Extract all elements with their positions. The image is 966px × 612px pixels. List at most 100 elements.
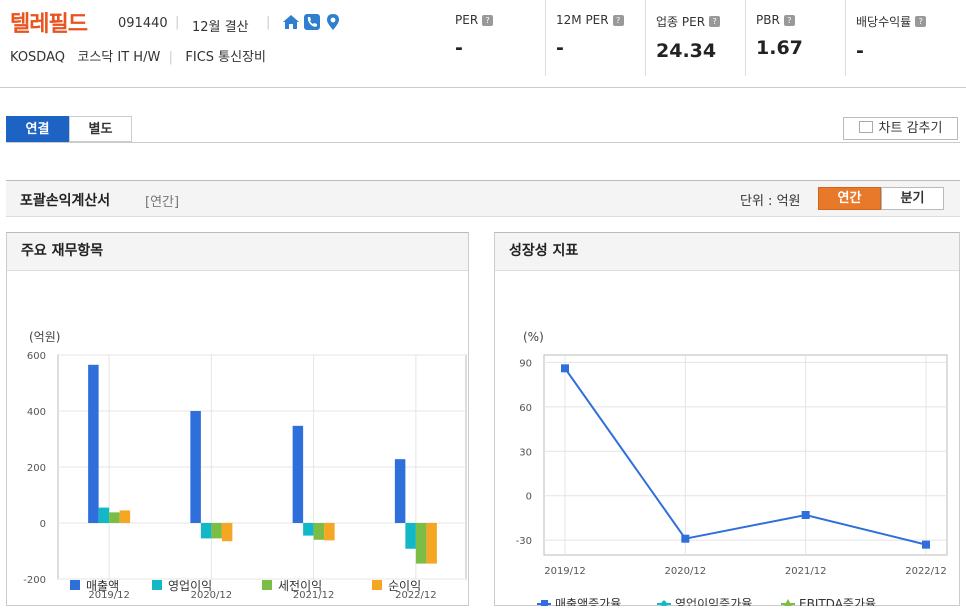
bar (119, 510, 131, 523)
y-axis-unit: (%) (523, 330, 544, 344)
location-pin-icon[interactable] (326, 14, 342, 30)
metric-value: 24.34 (656, 40, 717, 62)
y-axis-unit: (억원) (29, 330, 60, 344)
x-tick-label: 2020/12 (191, 590, 233, 601)
chart-toggle-icon (858, 121, 873, 133)
bar (405, 523, 416, 549)
legend-label: 순이익 (388, 579, 421, 593)
legend-label: 영업이익 (168, 579, 212, 593)
bar (190, 411, 201, 523)
x-tick-label: 2021/12 (785, 566, 827, 577)
metric-pbr: PBR? 1.67 (745, 0, 845, 76)
legend-label: 세전이익 (278, 579, 322, 593)
legend-marker (541, 600, 548, 607)
metric-per: PER? - (445, 0, 545, 76)
bar (200, 523, 212, 539)
bar (313, 523, 325, 540)
legend-label: 매출액증가율 (555, 597, 621, 606)
legend-swatch (372, 580, 382, 590)
statement-type-tabs: 연결 별도 (6, 116, 132, 142)
metric-value: - (856, 40, 864, 62)
y-tick-label: 200 (27, 463, 46, 474)
legend-swatch (152, 580, 162, 590)
x-tick-label: 2022/12 (905, 566, 947, 577)
section-header (6, 180, 960, 217)
x-tick-label: 2020/12 (665, 566, 707, 577)
metric-12m-per: 12M PER? - (545, 0, 645, 76)
legend-marker (660, 600, 668, 608)
bar (221, 523, 233, 542)
company-name: 텔레필드 (10, 12, 88, 37)
data-point (681, 534, 690, 543)
annual-button[interactable]: 연간 (818, 187, 881, 210)
divider: | (266, 15, 271, 30)
home-icon[interactable] (282, 14, 299, 30)
bar (98, 507, 110, 523)
hide-chart-button[interactable]: 차트 감추기 (843, 117, 958, 140)
legend-marker (783, 599, 793, 608)
metric-label: 업종 PER (656, 15, 706, 29)
y-tick-label: -200 (23, 575, 46, 586)
y-tick-label: 30 (519, 447, 532, 458)
x-tick-label: 2021/12 (293, 590, 335, 601)
financial-items-panel: 주요 재무항목 (억원) -200 0 200 400 600 2019/12 2020/12… (6, 232, 469, 606)
metric-value: 1.67 (756, 37, 803, 59)
metric-value: - (455, 37, 463, 59)
x-tick-label: 2019/12 (88, 590, 130, 601)
series-line (564, 367, 927, 546)
section-title: 포괄손익계산서 (20, 193, 111, 209)
metric-industry-per: 업종 PER? 24.34 (645, 0, 745, 76)
x-tick-label: 2022/12 (395, 590, 437, 601)
bar (394, 459, 406, 523)
bar (426, 523, 437, 564)
growth-indicators-chart: (%) -30 0 30 60 90 2019/12 2020/12 2021/12 2022/1… (516, 330, 948, 611)
y-tick-label: 400 (27, 407, 46, 418)
metric-label: PER (455, 13, 479, 27)
y-tick-label: 600 (27, 351, 46, 362)
plot-area (543, 354, 948, 556)
section-subtitle: [연간] (145, 195, 180, 210)
metric-dividend-yield: 배당수익률? - (845, 0, 945, 76)
help-icon[interactable]: ? (482, 14, 494, 26)
panel-title: 성장성 지표 (495, 233, 959, 271)
phone-icon[interactable] (304, 14, 320, 30)
tab-separate[interactable]: 별도 (69, 116, 132, 142)
bar (415, 523, 427, 564)
stock-code: 091440 (118, 16, 168, 31)
help-icon[interactable]: ? (612, 14, 624, 26)
legend-label: 영업이익증가율 (675, 597, 752, 606)
market-info: KOSDAQ 코스닥 IT H/W | FICS 통신장비 (10, 50, 267, 65)
y-tick-label: 0 (526, 492, 532, 503)
metric-value: - (556, 37, 564, 59)
period-toggle: 연간 분기 (818, 187, 944, 210)
bar (292, 425, 304, 523)
bar (88, 364, 99, 523)
bar (109, 512, 120, 523)
data-point (561, 364, 569, 373)
divider: | (175, 15, 180, 30)
y-tick-label: 0 (40, 519, 46, 530)
y-tick-label: 60 (519, 403, 532, 414)
market-label: KOSDAQ (10, 50, 65, 65)
hide-chart-label: 차트 감추기 (878, 121, 943, 136)
y-tick-label: -30 (516, 536, 532, 547)
fics-label: FICS 통신장비 (185, 50, 267, 65)
data-point (801, 511, 810, 519)
tab-underline (6, 142, 960, 143)
growth-indicators-panel: 성장성 지표 (%) -30 0 30 60 90 2019/12 2020/12 2021/1… (494, 232, 960, 611)
legend-label: 매출액 (86, 579, 119, 593)
legend-swatch (262, 580, 272, 590)
help-icon[interactable]: ? (783, 14, 795, 26)
bar (324, 523, 335, 541)
industry-label: 코스닥 IT H/W (77, 50, 161, 65)
x-tick-label: 2019/12 (544, 566, 586, 577)
settlement-month: 12월 결산 (192, 20, 249, 35)
tab-consolidated[interactable]: 연결 (6, 116, 69, 142)
quarterly-button[interactable]: 분기 (881, 187, 944, 210)
help-icon[interactable]: ? (915, 16, 927, 27)
legend-label: EBITDA증가율 (799, 597, 876, 606)
metric-label: PBR (756, 13, 780, 27)
financial-items-chart: (억원) -200 0 200 400 600 2019/12 2020/12 2021/12 2… (23, 330, 467, 601)
y-tick-label: 90 (519, 358, 532, 369)
help-icon[interactable]: ? (709, 16, 721, 27)
